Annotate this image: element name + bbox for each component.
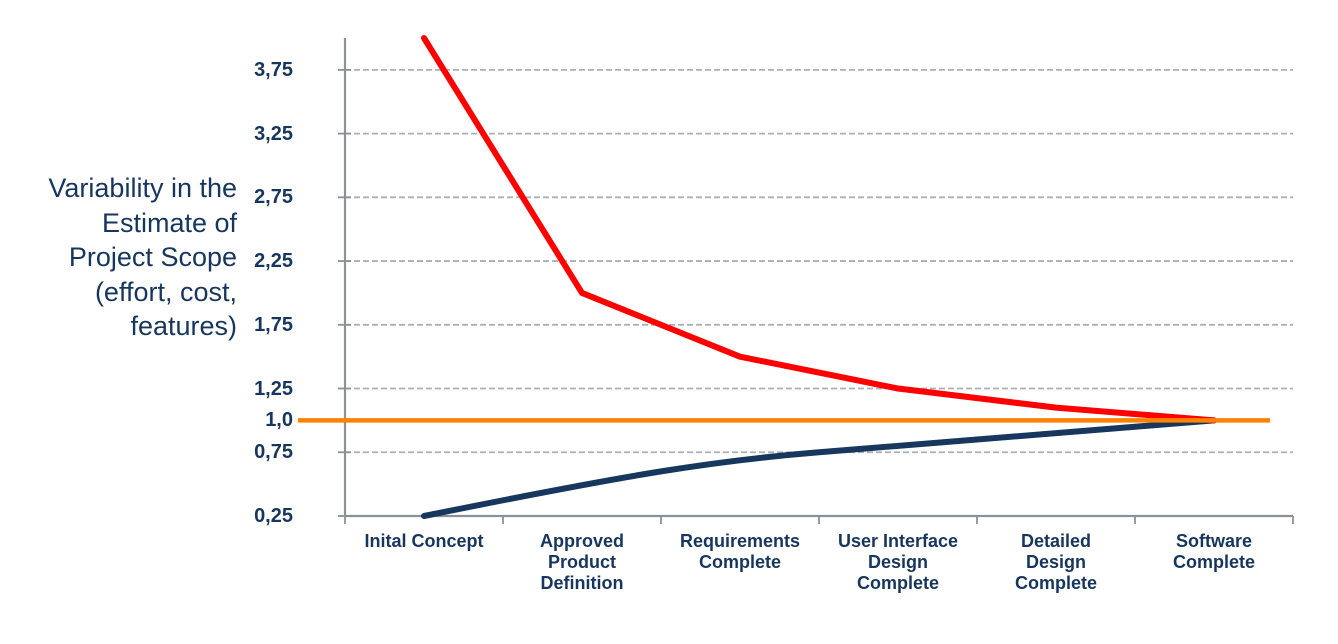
upper-estimate-bound-series-line	[421, 35, 1217, 424]
y-tick-label: 0,75	[254, 441, 293, 464]
x-category-label: User Interface Design Complete	[837, 531, 959, 593]
y-tick-label: 2,75	[254, 186, 293, 209]
x-category-label: Approved Product Definition	[539, 531, 624, 593]
x-category-label: Inital Concept	[364, 531, 484, 551]
y-tick-label: 1,75	[254, 313, 293, 336]
y-tick-label: 3,75	[254, 58, 293, 81]
y-tick-label: 0,25	[254, 505, 293, 527]
y-tick-label: 2,25	[254, 250, 293, 273]
y-tick-label: 3,25	[254, 122, 293, 145]
x-category-label: Requirements Complete	[679, 531, 801, 572]
y-axis-side-label: Variability in the Estimate of Project S…	[48, 173, 237, 341]
lower-estimate-bound-series-line	[421, 417, 1217, 519]
x-category-label: Software Complete	[1172, 531, 1255, 572]
y-tick-label: 1,0	[265, 409, 293, 432]
y-tick-label: 1,25	[254, 377, 293, 400]
x-category-label: Detailed Design Complete	[1014, 531, 1097, 593]
